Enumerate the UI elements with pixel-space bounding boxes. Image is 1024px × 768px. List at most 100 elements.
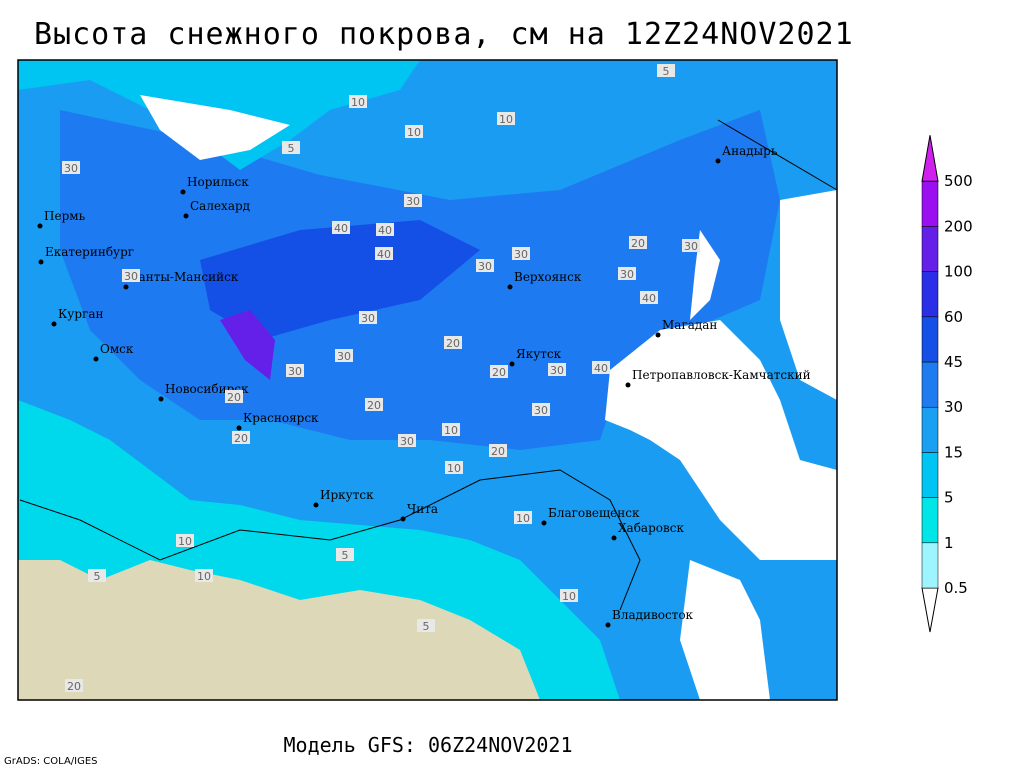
contour-label-box (629, 236, 647, 249)
city-dot (37, 223, 43, 229)
frame (17, 59, 838, 701)
contour-label-box (232, 431, 250, 444)
colorbar-label: 5 (944, 489, 954, 507)
contour-label-box (335, 349, 353, 362)
contour-label-box (286, 364, 304, 377)
contour-label: 20 (492, 366, 506, 379)
city-label: Чита (407, 502, 438, 516)
contour-label-box (195, 569, 213, 582)
contour-label-box (365, 398, 383, 411)
contour-label-box (497, 112, 515, 125)
snow-deeper (200, 220, 480, 340)
colorbar-segment (921, 226, 939, 272)
contour-label-box (657, 64, 675, 77)
contour-label-box (442, 423, 460, 436)
colorbar-low (921, 587, 939, 633)
contour-label: 30 (550, 364, 564, 377)
colorbar-segment (921, 452, 939, 498)
city-label: Владивосток (612, 608, 694, 622)
colorbar-segment (921, 180, 939, 227)
contour-label: 10 (444, 424, 458, 437)
contour-label-box (560, 589, 578, 602)
footer: Модель GFS: 06Z24NOV2021 (284, 733, 573, 757)
colorbar-label: 15 (944, 443, 963, 461)
contour-label: 40 (594, 362, 608, 375)
city-dot (51, 321, 57, 327)
labels: Норильск Салехард Пермь Екатеринбург Ханты-М… (37, 64, 811, 693)
city-dot (509, 361, 515, 367)
contour-label-box (405, 125, 423, 138)
contour-label: 20 (446, 337, 460, 350)
contour-label: 10 (447, 462, 461, 475)
city-label: Омск (100, 342, 134, 356)
city-label: Ханты-Мансийск (130, 270, 239, 284)
colorbar-segment (921, 542, 939, 589)
map (17, 59, 838, 701)
city-dot (123, 284, 129, 290)
sea-kara (140, 95, 290, 160)
sea-japan (680, 560, 770, 700)
snow-max (220, 310, 275, 380)
contour-label-box (489, 444, 507, 457)
colorbar-segment (921, 406, 939, 453)
contour-label-box (548, 363, 566, 376)
contour-label: 20 (227, 391, 241, 404)
contour-label-box (398, 434, 416, 447)
colorbar-label: 100 (944, 263, 973, 281)
contour-label-box (359, 311, 377, 324)
city-dot (183, 213, 189, 219)
contour-label-box (282, 141, 300, 154)
contour-label-box (514, 511, 532, 524)
contour-label-box (62, 161, 80, 174)
contour-label: 10 (562, 590, 576, 603)
contour-label-box (512, 247, 530, 260)
city-dot (236, 425, 242, 431)
city-dot (313, 502, 319, 508)
contour-label: 10 (407, 126, 421, 139)
contour-label: 10 (178, 535, 192, 548)
city-dot (605, 622, 611, 628)
contour-label: 5 (342, 549, 349, 562)
contour-label-box (682, 239, 700, 252)
contour-label: 5 (94, 570, 101, 583)
contour-label-box (532, 403, 550, 416)
contour-label-box (404, 194, 422, 207)
city-label: Петропавловск-Камчатский (632, 368, 811, 382)
contour-label-box (225, 390, 243, 403)
contour-label-box (592, 361, 610, 374)
contour-label: 10 (516, 512, 530, 525)
contour-label: 30 (406, 195, 420, 208)
contour-label: 20 (367, 399, 381, 412)
city-dot (541, 520, 547, 526)
contour-label-box (376, 223, 394, 236)
city-label: Верхоянск (514, 270, 582, 284)
colorbar-label: 45 (944, 353, 963, 371)
city-label: Якутск (516, 347, 562, 361)
colorbar-label: 60 (944, 308, 963, 326)
colorbar-label: 1 (944, 534, 954, 552)
city-dot (625, 382, 631, 388)
colorbar-high (921, 135, 939, 182)
contour-label: 30 (400, 435, 414, 448)
contour-label-box (640, 291, 658, 304)
contour-label: 30 (361, 312, 375, 325)
contour-label-box (476, 259, 494, 272)
city-label: Благовещенск (548, 506, 640, 520)
city-label: Норильск (187, 175, 249, 189)
city-dot (93, 356, 99, 362)
contour-label: 40 (378, 224, 392, 237)
city-label: Пермь (44, 209, 86, 223)
contour-label: 30 (684, 240, 698, 253)
contour-label: 30 (64, 162, 78, 175)
city-label: Красноярск (243, 411, 319, 425)
city-label: Хабаровск (618, 521, 684, 535)
contour-label: 30 (478, 260, 492, 273)
colorbar-label: 500 (944, 172, 973, 190)
sea-gulf (690, 230, 720, 320)
city-label: Анадырь (722, 144, 778, 158)
city-label: Курган (58, 307, 103, 321)
city-dot (507, 284, 513, 290)
credit: GrADS: COLA/IGES (4, 756, 98, 767)
